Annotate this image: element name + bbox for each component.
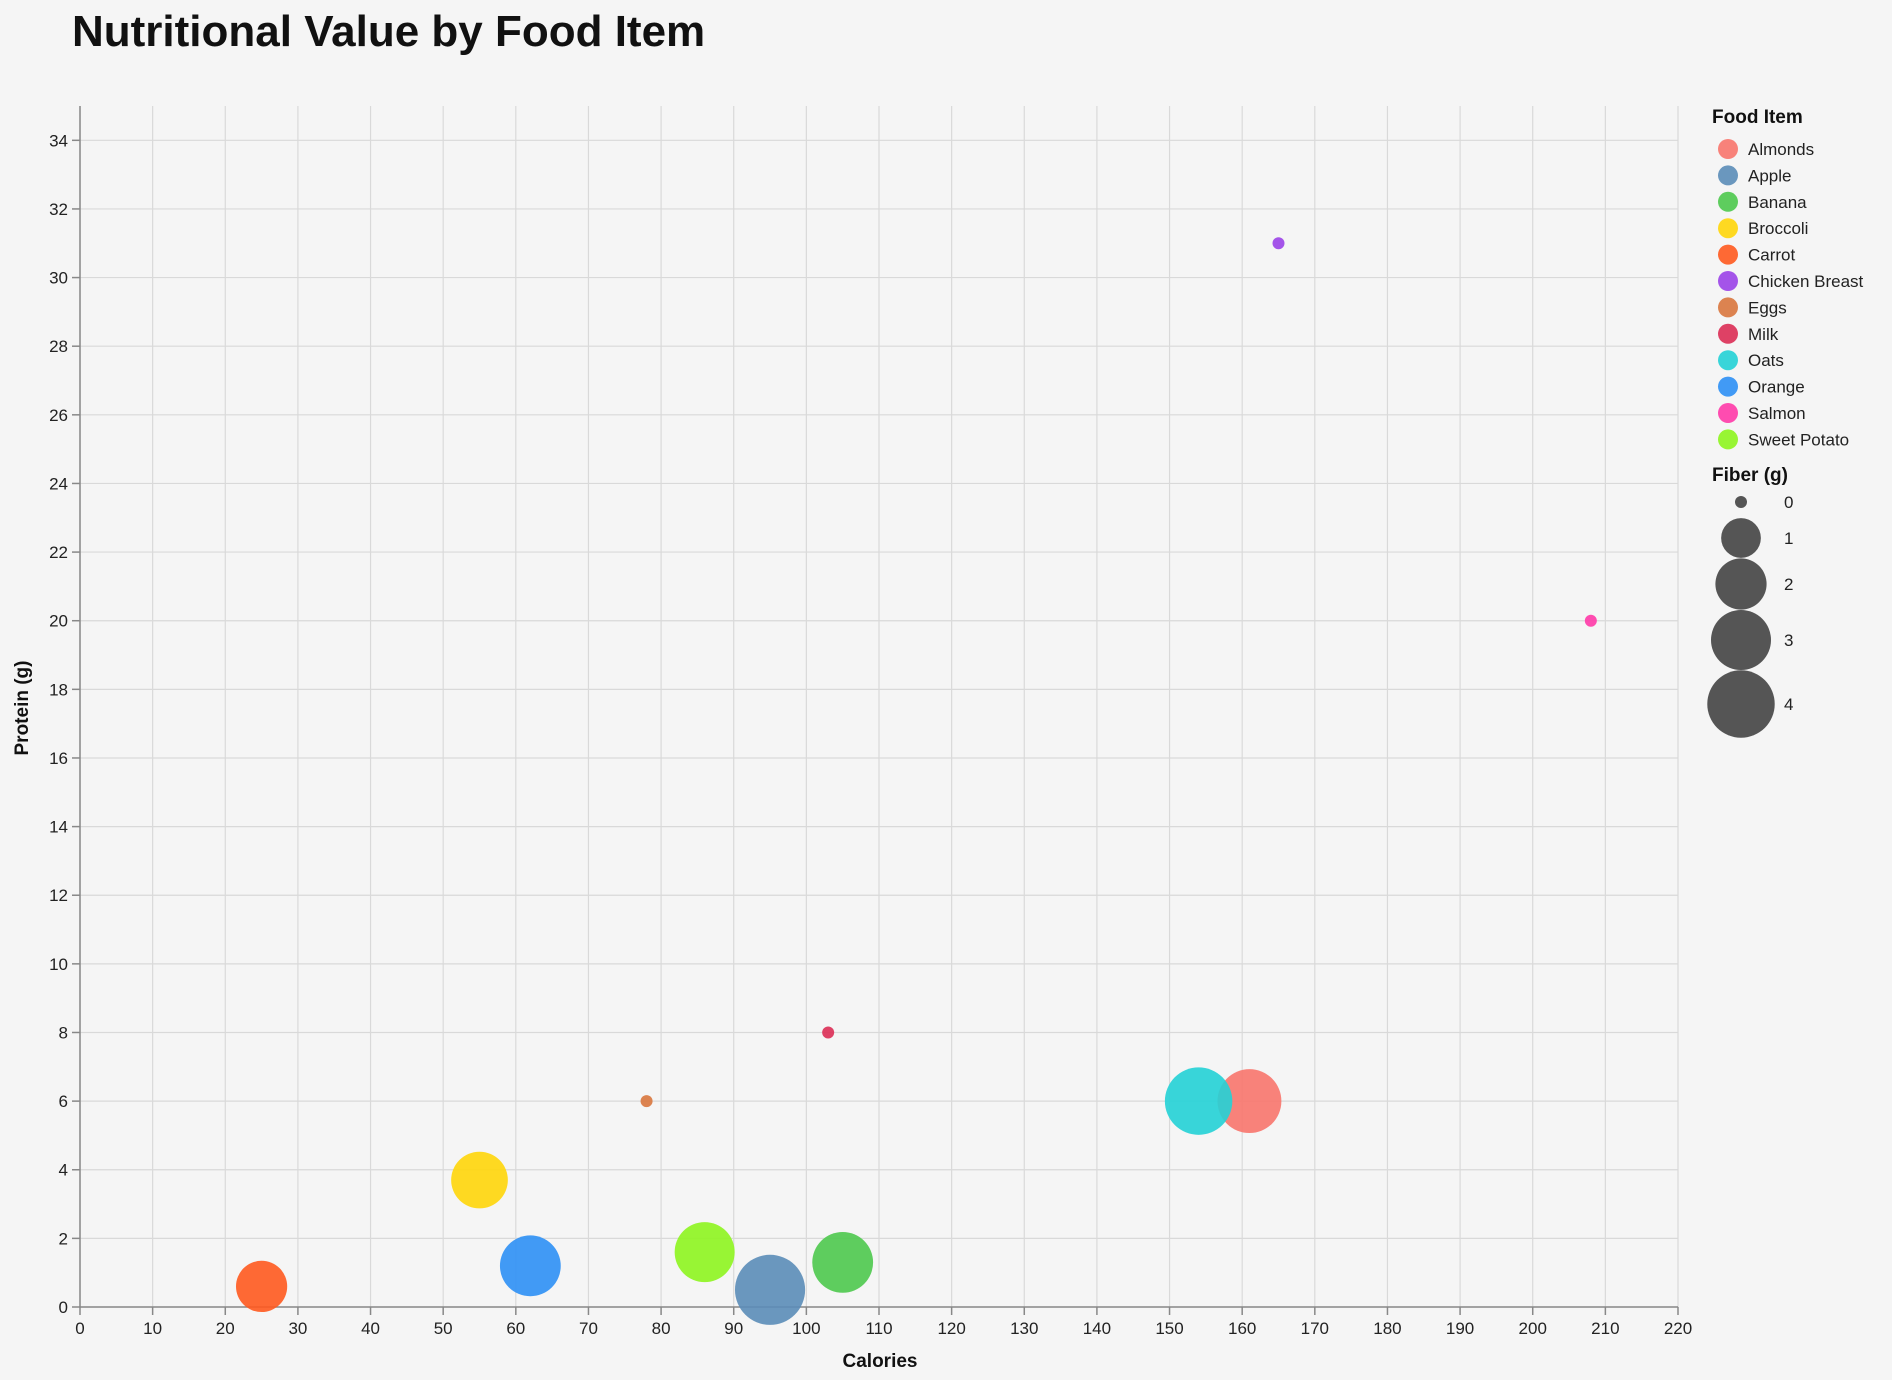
y-tick-label: 26 xyxy=(49,406,68,425)
y-tick-label: 32 xyxy=(49,200,68,219)
legend-label: Chicken Breast xyxy=(1748,272,1864,291)
legend-swatch xyxy=(1718,323,1738,344)
y-tick-label: 0 xyxy=(59,1298,68,1317)
x-tick-label: 50 xyxy=(434,1319,453,1338)
data-points xyxy=(235,237,1597,1325)
data-point xyxy=(822,1026,835,1039)
legend-swatch xyxy=(1718,139,1738,159)
y-tick-label: 22 xyxy=(49,543,68,562)
x-tick-label: 100 xyxy=(792,1319,820,1338)
size-legend-swatch xyxy=(1707,670,1775,738)
legend-label: Carrot xyxy=(1748,246,1796,265)
data-point xyxy=(1584,614,1597,627)
size-legend-swatch xyxy=(1710,609,1772,671)
grid xyxy=(79,106,1679,1308)
legend-label: Milk xyxy=(1748,325,1779,344)
data-point xyxy=(1164,1067,1233,1135)
y-tick-label: 30 xyxy=(49,269,68,288)
legend-swatch xyxy=(1718,429,1738,450)
y-tick-label: 24 xyxy=(49,474,68,493)
data-point xyxy=(1272,237,1285,250)
legend-label: Eggs xyxy=(1748,298,1787,317)
x-tick-label: 180 xyxy=(1373,1319,1401,1338)
x-tick-label: 10 xyxy=(143,1319,162,1338)
x-tick-label: 200 xyxy=(1519,1319,1547,1338)
size-legend-label: 4 xyxy=(1784,695,1793,714)
legend-label: Sweet Potato xyxy=(1748,430,1849,449)
y-tick-label: 4 xyxy=(59,1161,68,1180)
x-tick-label: 90 xyxy=(724,1319,743,1338)
legend-swatch xyxy=(1718,244,1738,265)
size-legend-label: 0 xyxy=(1784,493,1793,512)
y-axis-title: Protein (g) xyxy=(12,661,33,756)
size-legend-title: Fiber (g) xyxy=(1712,465,1788,486)
legend-swatch xyxy=(1718,218,1738,239)
x-tick-label: 80 xyxy=(652,1319,671,1338)
x-tick-label: 130 xyxy=(1010,1319,1038,1338)
x-tick-label: 170 xyxy=(1301,1319,1329,1338)
data-point xyxy=(1217,1069,1282,1134)
legend-label: Orange xyxy=(1748,378,1805,397)
legend-swatch xyxy=(1718,403,1738,423)
color-legend-title: Food Item xyxy=(1712,107,1803,128)
chart-title: Nutritional Value by Food Item xyxy=(72,7,705,56)
data-point xyxy=(734,1254,806,1325)
x-tick-label: 160 xyxy=(1228,1319,1256,1338)
size-legend-swatch xyxy=(1735,496,1747,508)
data-point xyxy=(812,1231,874,1293)
legend-label: Almonds xyxy=(1748,140,1814,159)
y-tick-label: 20 xyxy=(49,612,68,631)
color-legend: Food Item Almonds Apple Banana Broccoli Carr… xyxy=(1712,107,1864,450)
legend-label: Oats xyxy=(1748,351,1784,370)
axes: 0 10 20 30 40 50 60 70 80 90 100 110 120 130 140 150 160… xyxy=(49,106,1692,1338)
legend-label: Apple xyxy=(1748,166,1791,185)
data-point xyxy=(640,1095,653,1108)
legend-swatch xyxy=(1718,297,1738,318)
x-tick-label: 20 xyxy=(216,1319,235,1338)
legend-swatch xyxy=(1718,271,1738,291)
legend-swatch xyxy=(1718,376,1738,397)
size-legend: Fiber (g) 0 1 2 3 4 xyxy=(1707,465,1793,738)
y-tick-label: 18 xyxy=(49,680,68,699)
y-tick-label: 10 xyxy=(49,955,68,974)
x-tick-label: 0 xyxy=(75,1319,84,1338)
legend-swatch xyxy=(1718,165,1738,186)
y-tick-label: 28 xyxy=(49,337,68,356)
y-tick-label: 16 xyxy=(49,749,68,768)
data-point xyxy=(674,1222,735,1283)
x-tick-label: 60 xyxy=(506,1319,525,1338)
legend-label: Banana xyxy=(1748,193,1807,212)
legend-swatch xyxy=(1718,350,1738,371)
x-tick-label: 30 xyxy=(288,1319,307,1338)
y-tick-label: 34 xyxy=(49,131,68,150)
x-tick-label: 150 xyxy=(1155,1319,1183,1338)
y-tick-label: 6 xyxy=(59,1092,68,1111)
size-legend-swatch xyxy=(1721,518,1761,558)
data-point xyxy=(451,1151,508,1209)
x-tick-label: 110 xyxy=(865,1319,892,1338)
x-tick-label: 210 xyxy=(1591,1319,1619,1338)
x-tick-label: 40 xyxy=(361,1319,380,1338)
x-axis-title: Calories xyxy=(843,1351,918,1372)
size-legend-label: 1 xyxy=(1784,529,1793,548)
data-point xyxy=(499,1235,561,1297)
y-tick-label: 8 xyxy=(59,1023,68,1042)
legend-swatch xyxy=(1718,191,1738,212)
x-tick-label: 70 xyxy=(579,1319,598,1338)
size-legend-label: 2 xyxy=(1784,575,1793,594)
x-tick-label: 190 xyxy=(1446,1319,1474,1338)
x-tick-label: 220 xyxy=(1664,1319,1692,1338)
y-tick-label: 14 xyxy=(49,818,68,837)
legend-label: Salmon xyxy=(1748,404,1806,423)
size-legend-label: 3 xyxy=(1784,631,1793,650)
x-tick-label: 140 xyxy=(1083,1319,1111,1338)
legend-label: Broccoli xyxy=(1748,219,1808,238)
data-point xyxy=(235,1260,288,1313)
size-legend-swatch xyxy=(1715,558,1767,610)
y-tick-label: 12 xyxy=(49,886,68,905)
x-tick-label: 120 xyxy=(937,1319,965,1338)
y-tick-label: 2 xyxy=(59,1229,68,1248)
